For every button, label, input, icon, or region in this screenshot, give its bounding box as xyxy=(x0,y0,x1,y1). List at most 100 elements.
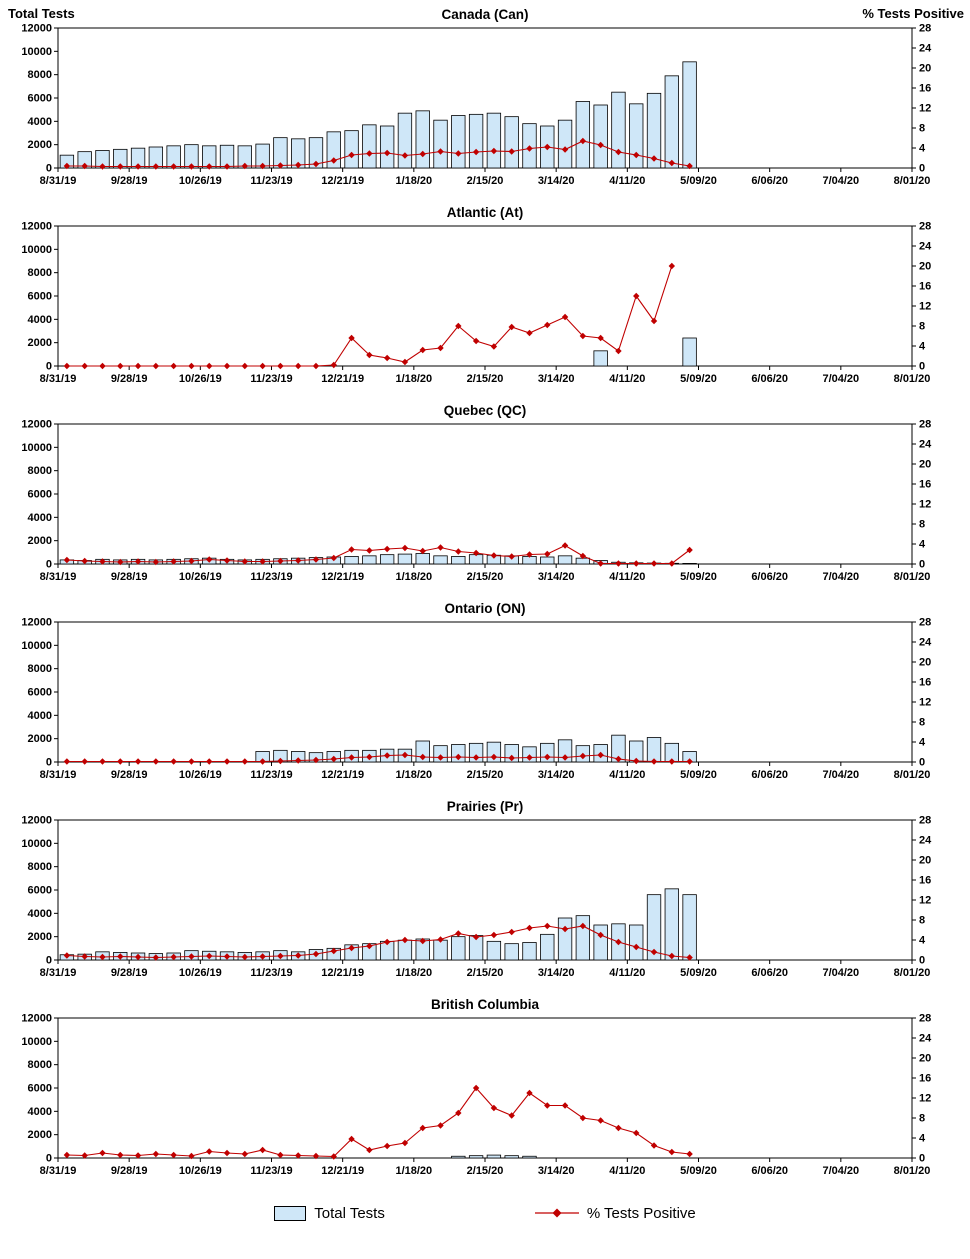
svg-text:5/09/20: 5/09/20 xyxy=(680,571,717,583)
svg-text:28: 28 xyxy=(919,617,931,629)
chart-svg: Quebec (QC) 0 2000 4000 6000 8000 10000 12000 0 4… xyxy=(21,403,932,583)
svg-text:2/15/20: 2/15/20 xyxy=(467,1165,504,1177)
svg-text:1/18/20: 1/18/20 xyxy=(395,373,432,385)
svg-text:8: 8 xyxy=(919,717,925,729)
svg-text:28: 28 xyxy=(919,815,931,827)
svg-text:2/15/20: 2/15/20 xyxy=(467,769,504,781)
svg-text:Quebec (QC): Quebec (QC) xyxy=(444,403,527,418)
svg-text:4: 4 xyxy=(919,737,926,749)
svg-text:0: 0 xyxy=(46,1153,52,1165)
svg-text:12000: 12000 xyxy=(21,419,52,431)
svg-text:4: 4 xyxy=(919,341,926,353)
svg-text:12: 12 xyxy=(919,499,931,511)
svg-text:8/31/19: 8/31/19 xyxy=(40,175,77,187)
svg-text:20: 20 xyxy=(919,63,931,75)
svg-text:7/04/20: 7/04/20 xyxy=(822,373,859,385)
legend-total-tests-label: Total Tests xyxy=(314,1204,385,1222)
svg-text:3/14/20: 3/14/20 xyxy=(538,967,575,979)
svg-text:8: 8 xyxy=(919,1113,925,1125)
svg-text:8/01/20: 8/01/20 xyxy=(894,373,931,385)
svg-text:Canada (Can): Canada (Can) xyxy=(441,7,528,22)
svg-text:0: 0 xyxy=(919,163,925,175)
chart-svg: Canada (Can) 0 2000 4000 6000 8000 10000 12000 0… xyxy=(21,7,932,187)
svg-text:7/04/20: 7/04/20 xyxy=(822,571,859,583)
svg-text:7/04/20: 7/04/20 xyxy=(822,175,859,187)
svg-text:3/14/20: 3/14/20 xyxy=(538,373,575,385)
svg-text:6/06/20: 6/06/20 xyxy=(751,769,788,781)
svg-text:12/21/19: 12/21/19 xyxy=(321,769,364,781)
svg-text:3/14/20: 3/14/20 xyxy=(538,571,575,583)
svg-text:24: 24 xyxy=(919,1033,932,1045)
svg-text:5/09/20: 5/09/20 xyxy=(680,1165,717,1177)
svg-text:28: 28 xyxy=(919,23,931,35)
svg-text:10000: 10000 xyxy=(21,640,52,652)
svg-text:4000: 4000 xyxy=(28,512,52,524)
svg-text:8000: 8000 xyxy=(28,267,52,279)
svg-text:1/18/20: 1/18/20 xyxy=(395,967,432,979)
svg-text:28: 28 xyxy=(919,419,931,431)
chart-legend: Total Tests % Tests Positive xyxy=(0,1190,970,1236)
svg-text:3/14/20: 3/14/20 xyxy=(538,175,575,187)
svg-text:4000: 4000 xyxy=(28,908,52,920)
chart-svg: Ontario (ON) 0 2000 4000 6000 8000 10000 12000 0… xyxy=(21,601,932,781)
svg-text:8/01/20: 8/01/20 xyxy=(894,967,931,979)
svg-text:8/01/20: 8/01/20 xyxy=(894,1165,931,1177)
chart-british-columbia: British Columbia 0 2000 4000 6000 8000 10000 12… xyxy=(0,992,970,1190)
svg-text:20: 20 xyxy=(919,261,931,273)
svg-text:24: 24 xyxy=(919,241,932,253)
svg-text:11/23/19: 11/23/19 xyxy=(250,769,292,781)
svg-text:0: 0 xyxy=(919,361,925,373)
svg-text:12/21/19: 12/21/19 xyxy=(321,967,364,979)
svg-text:20: 20 xyxy=(919,657,931,669)
svg-text:4000: 4000 xyxy=(28,710,52,722)
svg-text:2000: 2000 xyxy=(28,733,52,745)
svg-text:16: 16 xyxy=(919,281,931,293)
svg-text:4000: 4000 xyxy=(28,116,52,128)
legend-line-swatch xyxy=(534,1208,579,1218)
svg-text:8/01/20: 8/01/20 xyxy=(894,571,931,583)
svg-text:2000: 2000 xyxy=(28,337,52,349)
legend-item-total-tests: Total Tests xyxy=(274,1205,385,1222)
svg-text:6000: 6000 xyxy=(28,93,52,105)
svg-text:12/21/19: 12/21/19 xyxy=(321,1165,364,1177)
svg-text:6000: 6000 xyxy=(28,489,52,501)
svg-text:0: 0 xyxy=(46,163,52,175)
svg-text:16: 16 xyxy=(919,1073,931,1085)
svg-text:24: 24 xyxy=(919,43,932,55)
svg-text:4/11/20: 4/11/20 xyxy=(609,769,645,781)
legend-bar-swatch xyxy=(274,1205,307,1221)
svg-text:20: 20 xyxy=(919,1053,931,1065)
svg-text:7/04/20: 7/04/20 xyxy=(822,769,859,781)
svg-text:2000: 2000 xyxy=(28,139,52,151)
svg-text:Atlantic (At): Atlantic (At) xyxy=(447,205,524,220)
svg-text:9/28/19: 9/28/19 xyxy=(111,373,148,385)
svg-text:8/01/20: 8/01/20 xyxy=(894,175,931,187)
svg-text:8000: 8000 xyxy=(28,861,52,873)
svg-text:10/26/19: 10/26/19 xyxy=(179,571,222,583)
chart-quebec: Quebec (QC) 0 2000 4000 6000 8000 10000 12000 0 4… xyxy=(0,398,970,596)
svg-text:4/11/20: 4/11/20 xyxy=(609,967,645,979)
svg-text:6/06/20: 6/06/20 xyxy=(751,571,788,583)
svg-text:10000: 10000 xyxy=(21,1036,52,1048)
svg-text:2/15/20: 2/15/20 xyxy=(467,967,504,979)
legend-item-pct-positive: % Tests Positive xyxy=(534,1205,696,1222)
svg-text:2000: 2000 xyxy=(28,535,52,547)
svg-text:6/06/20: 6/06/20 xyxy=(751,967,788,979)
svg-text:12: 12 xyxy=(919,697,931,709)
svg-text:8000: 8000 xyxy=(28,1059,52,1071)
svg-text:6000: 6000 xyxy=(28,1083,52,1095)
svg-text:10/26/19: 10/26/19 xyxy=(179,967,222,979)
left-axis-title: Total Tests xyxy=(8,6,75,21)
svg-text:6/06/20: 6/06/20 xyxy=(751,175,788,187)
svg-text:5/09/20: 5/09/20 xyxy=(680,175,717,187)
svg-text:9/28/19: 9/28/19 xyxy=(111,175,148,187)
right-axis-title: % Tests Positive xyxy=(862,6,964,21)
chart-canada: Canada (Can) 0 2000 4000 6000 8000 10000 12000 0… xyxy=(0,2,970,200)
chart-prairies: Prairies (Pr) 0 2000 4000 6000 8000 10000 12000… xyxy=(0,794,970,992)
svg-text:9/28/19: 9/28/19 xyxy=(111,967,148,979)
svg-text:9/28/19: 9/28/19 xyxy=(111,1165,148,1177)
svg-text:11/23/19: 11/23/19 xyxy=(250,373,292,385)
svg-text:24: 24 xyxy=(919,835,932,847)
svg-text:10000: 10000 xyxy=(21,244,52,256)
